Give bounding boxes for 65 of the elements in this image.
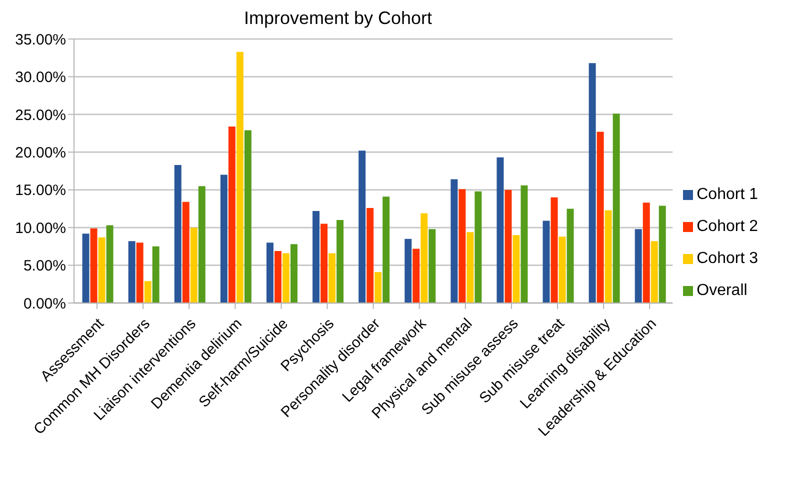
bar [566, 208, 574, 303]
bar [282, 253, 290, 303]
bar [604, 210, 612, 303]
bar [182, 202, 190, 303]
bar [550, 197, 558, 303]
bar [520, 185, 528, 303]
bar [320, 224, 328, 303]
bar [596, 132, 604, 303]
bar [504, 190, 512, 303]
bar [106, 225, 114, 303]
y-tick-label: 30.00% [15, 69, 66, 86]
y-tick-label: 15.00% [15, 182, 66, 200]
bar [366, 208, 374, 303]
bar [312, 210, 320, 303]
bar [542, 220, 550, 303]
y-tick-label: 25.00% [15, 106, 66, 124]
legend-label: Overall [696, 282, 748, 299]
bar [174, 164, 182, 303]
y-tick-label: 20.00% [15, 144, 66, 162]
bar [274, 250, 282, 303]
bar [496, 157, 504, 303]
bar [612, 114, 620, 303]
bar [374, 272, 382, 303]
y-tick-label: 0.00% [23, 295, 66, 312]
bar [144, 281, 152, 303]
bar [336, 220, 344, 303]
bar [190, 228, 198, 303]
bar [412, 248, 420, 303]
legend-label: Cohort 1 [696, 186, 758, 203]
bar [128, 241, 136, 303]
bar [512, 235, 520, 303]
bar [428, 229, 436, 303]
bar [658, 206, 666, 303]
bar [82, 234, 90, 303]
bar [588, 63, 596, 303]
bar [220, 174, 228, 303]
bar [90, 228, 98, 303]
bar [634, 229, 642, 303]
bar [466, 232, 474, 303]
bar [266, 242, 274, 303]
bar [404, 238, 412, 303]
bar [420, 213, 428, 303]
bar [642, 202, 650, 303]
bar [152, 246, 160, 303]
bar [236, 52, 244, 303]
bar [650, 241, 658, 303]
bar [136, 242, 144, 303]
bar [474, 191, 482, 303]
bar [244, 130, 252, 303]
legend-label: Cohort 2 [696, 218, 758, 235]
bar [558, 236, 566, 303]
bar [328, 253, 336, 303]
bar [98, 237, 106, 303]
legend-label: Cohort 3 [696, 250, 758, 267]
y-tick-label: 5.00% [23, 258, 66, 275]
y-tick-label: 35.00% [15, 31, 66, 48]
bar [358, 150, 366, 303]
bar [382, 196, 390, 303]
bar [450, 179, 458, 303]
chart-title: Improvement by Cohort [242, 8, 434, 29]
bar [198, 186, 206, 303]
bar [290, 244, 298, 303]
bar [228, 126, 236, 303]
y-tick-label: 10.00% [15, 220, 66, 237]
bar [458, 189, 466, 303]
